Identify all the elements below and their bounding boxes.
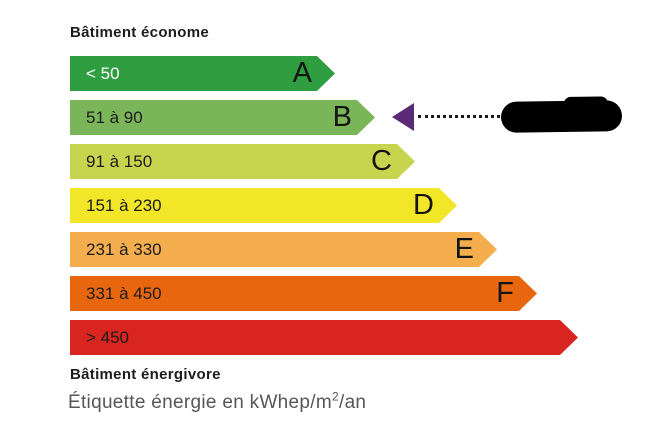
range-label: 51 à 90: [86, 107, 143, 127]
grade-letter: B: [332, 100, 352, 133]
range-label: > 450: [86, 327, 130, 347]
energy-bar-row-g: > 450: [70, 320, 578, 355]
energy-bar-a: < 50 A: [70, 56, 335, 91]
caption-superscript: 2: [332, 389, 339, 404]
cursor-dotted-line: [418, 115, 500, 118]
energy-bar-row-a: < 50 A: [70, 56, 578, 91]
range-label: 151 à 230: [86, 195, 162, 215]
range-label: 231 à 330: [86, 239, 162, 259]
energy-bar-row-b: 51 à 90 B: [70, 100, 578, 135]
redacted-value-blob: [500, 100, 623, 133]
selected-grade-cursor-icon: [392, 103, 414, 131]
energy-bar-b: 51 à 90 B: [70, 100, 375, 135]
caption-suffix: /an: [338, 392, 367, 413]
energy-intensive-building-label: Bâtiment énergivore: [70, 366, 221, 383]
energy-bar-c: 91 à 150 C: [70, 144, 415, 179]
energy-bar-row-d: 151 à 230 D: [70, 188, 578, 223]
range-label: 91 à 150: [86, 151, 153, 171]
grade-letter: D: [413, 188, 434, 221]
energy-bar-row-e: 231 à 330 E: [70, 232, 578, 267]
energy-bar-row-c: 91 à 150 C: [70, 144, 578, 179]
grade-letter: C: [371, 144, 392, 177]
energy-bar-row-f: 331 à 450 F: [70, 276, 578, 311]
caption-prefix: Étiquette énergie en kWhep/m: [68, 392, 332, 413]
economical-building-label: Bâtiment économe: [70, 24, 209, 41]
energy-bar-f: 331 à 450 F: [70, 276, 537, 311]
grade-letter: E: [454, 232, 474, 265]
grade-letter: A: [292, 56, 312, 89]
range-label: < 50: [86, 63, 120, 83]
energy-bars-container: < 50 A 51 à 90 B 91 à 150 C 151 à 230 D 231 à 33…: [70, 56, 578, 355]
grade-letter: F: [496, 276, 514, 309]
energy-bar-e: 231 à 330 E: [70, 232, 497, 267]
chart-caption: Étiquette énergie en kWhep/m2/an: [68, 389, 367, 414]
energy-bar-d: 151 à 230 D: [70, 188, 457, 223]
energy-bar-g: > 450: [70, 320, 578, 355]
range-label: 331 à 450: [86, 283, 162, 303]
